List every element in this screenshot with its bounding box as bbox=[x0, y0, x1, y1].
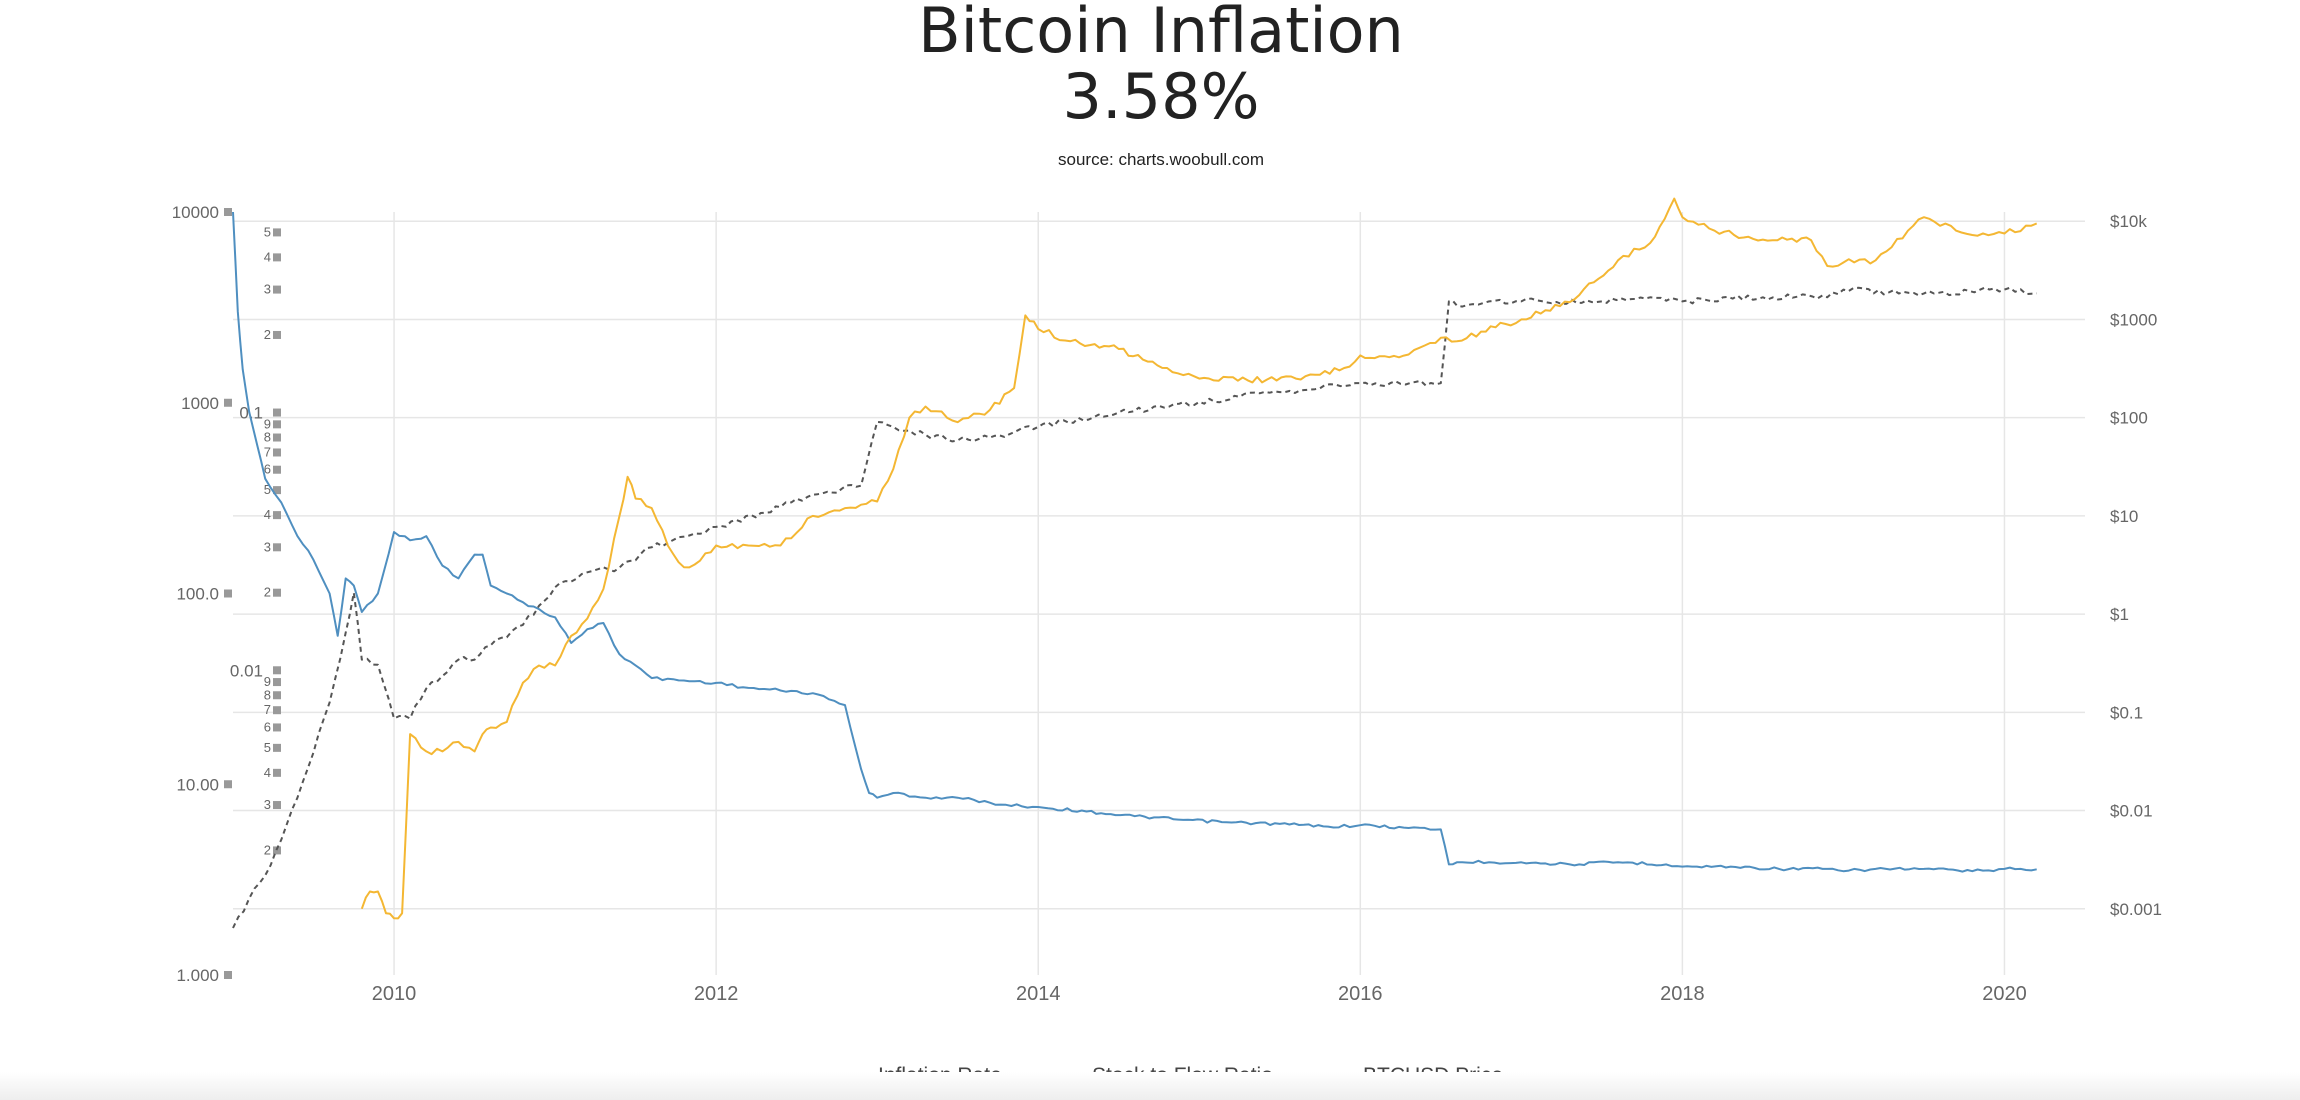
inner-tick-mark bbox=[273, 420, 281, 429]
x-tick-label: 2018 bbox=[1660, 983, 1705, 1005]
inner-tick-mark bbox=[273, 285, 281, 294]
inner-minor-label: 7 bbox=[264, 444, 271, 459]
inner-tick-mark bbox=[273, 723, 281, 732]
left-tick-label: 100.0 bbox=[176, 585, 219, 604]
left-tick-mark bbox=[224, 971, 232, 979]
inner-minor-label: 3 bbox=[264, 282, 271, 297]
inner-minor-label: 4 bbox=[264, 765, 271, 780]
inner-minor-label: 6 bbox=[264, 719, 271, 734]
series-line-2 bbox=[360, 197, 2038, 920]
inner-tick-mark bbox=[273, 511, 281, 520]
inner-minor-label: 8 bbox=[264, 687, 271, 702]
chart-title: Bitcoin Inflation bbox=[918, 0, 1404, 67]
right-tick-label: $10 bbox=[2110, 507, 2138, 526]
inner-minor-label: 7 bbox=[264, 702, 271, 717]
inner-minor-label: 2 bbox=[264, 585, 271, 600]
inner-minor-label: 6 bbox=[264, 462, 271, 477]
inner-minor-label: 5 bbox=[264, 482, 271, 497]
x-tick-label: 2012 bbox=[694, 983, 739, 1005]
inner-tick-mark bbox=[273, 408, 281, 417]
inner-minor-label: 2 bbox=[264, 327, 271, 342]
inner-tick-mark bbox=[273, 228, 281, 237]
chart-source: source: charts.woobull.com bbox=[1058, 150, 1264, 169]
inner-tick-mark bbox=[273, 743, 281, 752]
axis-ticks: 2010 2012 2014 2016 2018 2020$10k$1000$100$10… bbox=[172, 203, 2162, 1005]
right-tick-label: $1000 bbox=[2110, 310, 2157, 329]
left-tick-label: 10.00 bbox=[176, 775, 219, 794]
inner-tick-mark bbox=[273, 486, 281, 495]
right-tick-label: $0.1 bbox=[2110, 703, 2143, 722]
inner-tick-mark bbox=[273, 846, 281, 855]
x-tick-label: 2014 bbox=[1016, 983, 1061, 1005]
grid-lines bbox=[233, 212, 2085, 975]
inner-minor-label: 5 bbox=[264, 224, 271, 239]
inner-minor-label: 2 bbox=[264, 842, 271, 857]
inner-tick-mark bbox=[273, 448, 281, 457]
right-tick-label: $0.01 bbox=[2110, 802, 2153, 821]
inner-tick-mark bbox=[273, 691, 281, 700]
inner-minor-label: 8 bbox=[264, 430, 271, 445]
inner-tick-mark bbox=[273, 588, 281, 597]
series-lines bbox=[232, 197, 2038, 929]
x-tick-label: 2020 bbox=[1982, 983, 2027, 1005]
inner-decade-label: 0.01 bbox=[230, 661, 263, 680]
inner-tick-mark bbox=[273, 330, 281, 339]
left-tick-label: 1.000 bbox=[176, 966, 219, 985]
left-tick-mark bbox=[224, 780, 232, 789]
left-tick-label: 10000 bbox=[172, 203, 219, 222]
right-tick-label: $100 bbox=[2110, 409, 2148, 428]
left-tick-mark bbox=[224, 208, 232, 216]
inner-tick-mark bbox=[273, 768, 281, 777]
inner-minor-label: 3 bbox=[264, 539, 271, 554]
left-tick-mark bbox=[224, 589, 232, 598]
inner-tick-mark bbox=[273, 253, 281, 262]
x-tick-label: 2010 bbox=[372, 983, 417, 1005]
inner-minor-label: 5 bbox=[264, 740, 271, 755]
inner-decade-label: 0.1 bbox=[239, 404, 263, 423]
bottom-shade bbox=[0, 1072, 2300, 1100]
inner-tick-mark bbox=[273, 678, 281, 687]
inner-tick-mark bbox=[273, 465, 281, 474]
inner-minor-label: 3 bbox=[264, 797, 271, 812]
left-tick-mark bbox=[224, 398, 232, 407]
left-tick-label: 1000 bbox=[181, 394, 219, 413]
inner-minor-label: 9 bbox=[264, 674, 271, 689]
right-tick-label: $10k bbox=[2110, 212, 2147, 231]
inner-tick-mark bbox=[273, 543, 281, 552]
series-line-1 bbox=[232, 286, 2037, 929]
inner-minor-label: 4 bbox=[264, 507, 271, 522]
x-tick-label: 2016 bbox=[1338, 983, 1383, 1005]
inner-tick-mark bbox=[273, 666, 281, 675]
inner-tick-mark bbox=[273, 706, 281, 715]
inner-tick-mark bbox=[273, 801, 281, 810]
inner-tick-mark bbox=[273, 433, 281, 442]
series-line-0 bbox=[232, 211, 2037, 873]
inner-minor-label: 4 bbox=[264, 249, 271, 264]
right-tick-label: $1 bbox=[2110, 605, 2129, 624]
inner-minor-label: 9 bbox=[264, 416, 271, 431]
right-tick-label: $0.001 bbox=[2110, 900, 2162, 919]
chart-subtitle: 3.58% bbox=[1063, 60, 1260, 133]
